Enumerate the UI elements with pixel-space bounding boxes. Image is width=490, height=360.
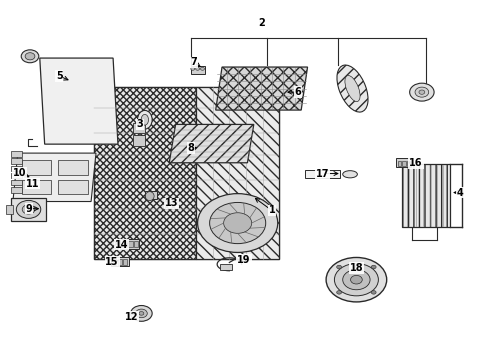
Bar: [113, 259, 117, 265]
Text: 1: 1: [269, 206, 275, 216]
Bar: [58, 180, 88, 194]
Circle shape: [139, 312, 144, 315]
Text: 3: 3: [137, 120, 143, 129]
Bar: [407, 161, 410, 166]
Bar: [11, 180, 22, 185]
Ellipse shape: [141, 114, 148, 125]
Bar: [133, 123, 145, 134]
Bar: [396, 158, 411, 167]
Circle shape: [16, 201, 41, 219]
Bar: [22, 160, 51, 175]
Bar: [133, 135, 145, 146]
Circle shape: [326, 257, 387, 302]
Bar: [11, 151, 22, 157]
Text: 4: 4: [457, 188, 464, 198]
Bar: [11, 173, 22, 178]
Circle shape: [136, 309, 147, 318]
Bar: [11, 166, 22, 171]
Polygon shape: [13, 153, 96, 202]
Text: 17: 17: [316, 168, 329, 179]
Bar: [220, 264, 232, 270]
Circle shape: [196, 67, 199, 70]
Bar: [134, 241, 139, 247]
Text: 9: 9: [25, 204, 32, 214]
Ellipse shape: [146, 192, 154, 201]
Text: 12: 12: [125, 312, 138, 322]
Bar: [22, 180, 51, 194]
Bar: [145, 192, 157, 199]
Bar: [11, 187, 22, 193]
Ellipse shape: [345, 76, 360, 102]
Text: 19: 19: [237, 255, 251, 265]
Circle shape: [131, 306, 152, 321]
Text: 7: 7: [190, 57, 197, 67]
Circle shape: [22, 205, 35, 214]
Polygon shape: [94, 87, 196, 259]
Bar: [398, 161, 401, 166]
Circle shape: [25, 53, 35, 60]
Circle shape: [334, 264, 378, 296]
Text: 10: 10: [13, 168, 26, 178]
Polygon shape: [94, 87, 196, 259]
Bar: [58, 160, 88, 175]
Bar: [123, 259, 127, 265]
Text: 13: 13: [165, 198, 178, 208]
Polygon shape: [40, 58, 118, 144]
Polygon shape: [402, 163, 450, 227]
Circle shape: [419, 90, 425, 94]
Circle shape: [210, 202, 266, 244]
Polygon shape: [216, 67, 308, 110]
Text: 14: 14: [115, 239, 128, 249]
Bar: [128, 241, 133, 247]
Bar: [121, 239, 139, 249]
Bar: [305, 170, 340, 178]
Circle shape: [415, 87, 429, 97]
Ellipse shape: [343, 171, 357, 178]
Circle shape: [371, 265, 376, 269]
Bar: [11, 158, 22, 164]
Text: 15: 15: [105, 257, 119, 267]
Text: 8: 8: [188, 143, 195, 153]
Text: 2: 2: [259, 18, 266, 28]
Circle shape: [191, 67, 195, 70]
Bar: [118, 259, 122, 265]
Text: 11: 11: [25, 179, 39, 189]
Circle shape: [343, 270, 370, 290]
Ellipse shape: [337, 65, 368, 112]
Polygon shape: [196, 87, 279, 259]
Circle shape: [371, 291, 376, 294]
Bar: [11, 198, 46, 221]
Text: 5: 5: [56, 71, 63, 81]
Bar: [111, 257, 129, 266]
Text: 18: 18: [349, 263, 363, 273]
Text: 6: 6: [294, 87, 301, 97]
Circle shape: [197, 194, 278, 252]
Circle shape: [223, 213, 252, 233]
Polygon shape: [169, 125, 254, 163]
Circle shape: [21, 50, 39, 63]
Bar: [402, 161, 406, 166]
Text: 16: 16: [409, 158, 423, 168]
Bar: [191, 66, 205, 74]
Bar: [122, 241, 127, 247]
Circle shape: [350, 275, 362, 284]
Circle shape: [337, 291, 342, 294]
Circle shape: [337, 265, 342, 269]
Polygon shape: [196, 87, 279, 259]
Ellipse shape: [138, 111, 152, 129]
Circle shape: [410, 83, 434, 101]
Circle shape: [200, 67, 204, 70]
Bar: [5, 205, 13, 214]
